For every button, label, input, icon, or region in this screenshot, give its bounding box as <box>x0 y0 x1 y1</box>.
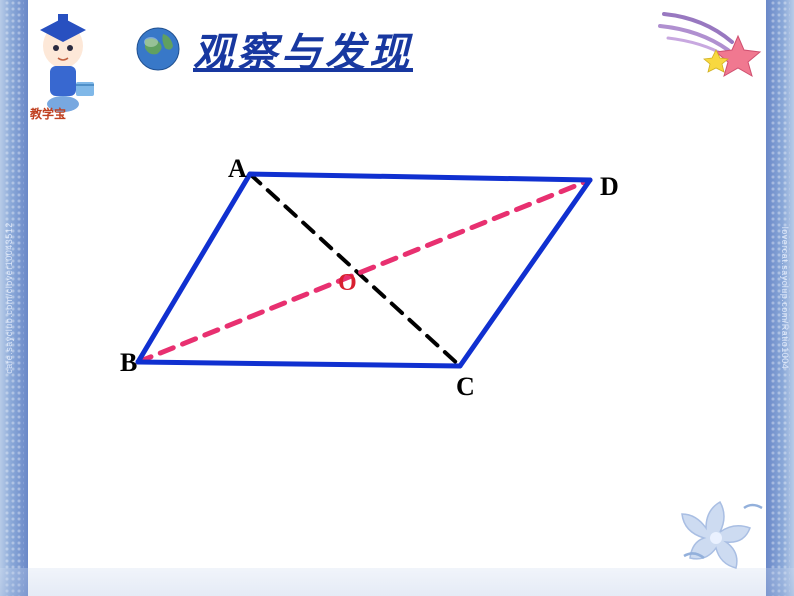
vertex-label-C: C <box>456 372 475 402</box>
mascot-icon <box>28 6 98 116</box>
side-text-left: cafe.sayclub.com/clover10043512 <box>4 222 14 374</box>
title-bar: 观察与发现 <box>135 20 413 78</box>
parallelogram-diagram: A D C B O <box>60 130 700 440</box>
frame-left: cafe.sayclub.com/clover10043512 <box>0 0 28 596</box>
side-text-right: lovercat.sayclup.com/Ratio1004 <box>780 227 790 370</box>
watermark-text: 教学宝 <box>30 105 66 122</box>
vertex-label-A: A <box>228 154 247 184</box>
vertex-label-O: O <box>338 270 357 297</box>
vertex-label-D: D <box>600 172 619 202</box>
corner-flower-icon <box>664 478 774 578</box>
globe-icon <box>135 26 181 72</box>
shooting-star-icon <box>654 8 764 78</box>
page-title: 观察与发现 <box>193 20 413 78</box>
vertex-label-B: B <box>120 348 137 378</box>
